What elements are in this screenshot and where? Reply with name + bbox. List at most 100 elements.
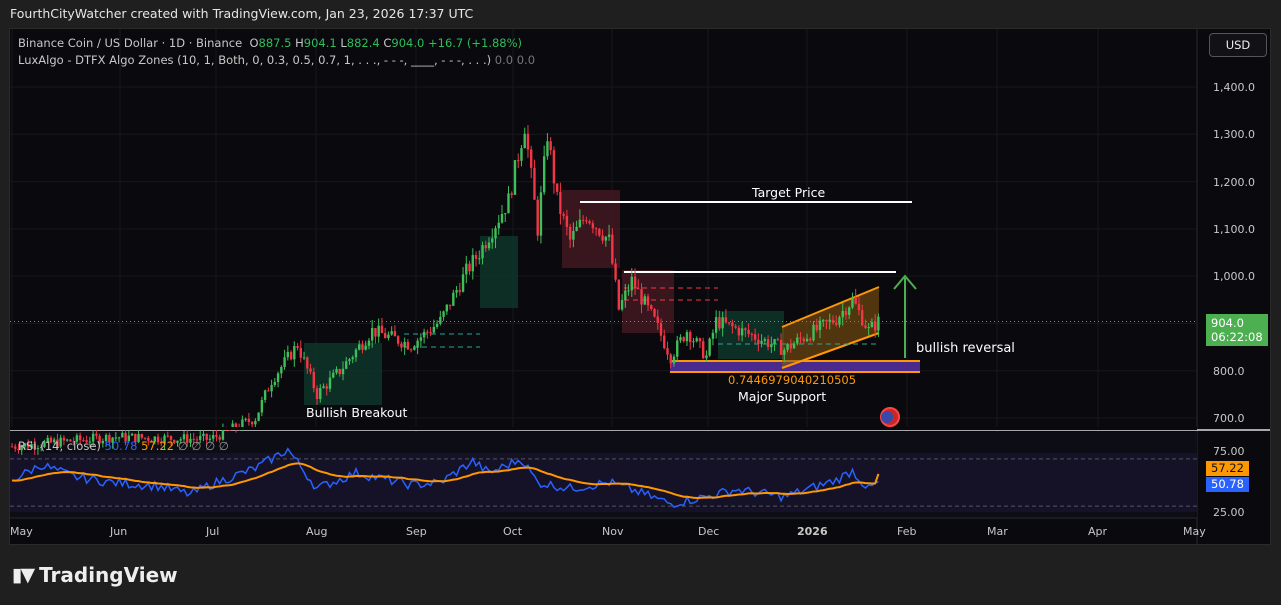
candle [335, 369, 338, 373]
candle [186, 434, 189, 443]
major-support-label: Major Support [738, 389, 827, 404]
rsi-ma-badge: 57.22 [1206, 461, 1249, 476]
candle [494, 228, 497, 239]
candle [517, 160, 520, 162]
candle [598, 228, 601, 236]
open-value: 887.5 [258, 36, 292, 50]
candle [72, 441, 75, 443]
candle [351, 357, 354, 360]
change-value: +16.7 (+1.88%) [428, 36, 523, 50]
candle [322, 386, 325, 388]
candle [231, 423, 234, 430]
candle [646, 296, 650, 306]
tradingview-logo[interactable]: ▮▼ TradingView [12, 563, 178, 587]
rsi-ma-line [11, 462, 880, 500]
candle [296, 346, 299, 348]
candle [387, 334, 390, 339]
candle [380, 325, 384, 334]
candle [432, 326, 436, 333]
candle [69, 439, 72, 442]
candle [254, 420, 257, 425]
candle [114, 437, 118, 439]
candle [776, 339, 780, 341]
candle [854, 297, 857, 304]
low-label: L [340, 36, 347, 50]
candle [786, 343, 789, 350]
channel-upper [781, 286, 880, 328]
rsi-tick: 25.00 [1213, 506, 1245, 519]
candle [611, 234, 614, 264]
time-tick: 2026 [797, 525, 828, 538]
candle [273, 381, 277, 386]
candle [692, 341, 695, 343]
rsi-ma-value: 57.22 [141, 439, 175, 453]
candle [134, 433, 137, 443]
candle [676, 340, 679, 357]
candle [835, 322, 838, 325]
candle [607, 234, 611, 237]
candle [526, 133, 530, 150]
candle [844, 310, 848, 315]
candle [708, 338, 711, 356]
candle [166, 435, 169, 437]
candle [169, 435, 173, 440]
candle [617, 279, 621, 310]
candle [179, 439, 182, 441]
candle [299, 347, 303, 358]
candle [695, 338, 698, 342]
time-tick: Jun [110, 525, 128, 538]
candle [588, 221, 591, 224]
channel-lower [781, 332, 880, 369]
indicator-value-1: 0.0 [494, 53, 514, 67]
candle [257, 412, 260, 421]
indicator-title[interactable]: LuxAlgo - DTFX Algo Zones (10, 1, Both, … [18, 53, 492, 67]
rsi-badge: 50.78 [1206, 477, 1249, 492]
candle [705, 355, 708, 359]
candle [848, 307, 851, 315]
time-tick: Nov [602, 525, 624, 538]
candle [458, 290, 462, 292]
up-arrow-head [893, 274, 917, 290]
indicator-value-2: 0.0 [516, 53, 536, 67]
candle [377, 325, 380, 337]
candle [815, 324, 818, 331]
candle [36, 448, 40, 450]
candle [701, 341, 705, 359]
candle [873, 321, 877, 331]
us-flag-event-icon-inner [881, 411, 893, 423]
candle [536, 199, 539, 236]
candle [520, 148, 523, 161]
algo-zone [718, 311, 784, 359]
candle [760, 340, 763, 344]
price-pane-clip [10, 427, 1197, 430]
support-zone [670, 361, 920, 372]
high-value: 904.1 [303, 36, 337, 50]
candle [10, 446, 14, 448]
candle [27, 443, 30, 448]
rsi-title[interactable]: RSI (14, close) [18, 439, 101, 453]
candle [711, 332, 715, 339]
candle [160, 442, 163, 444]
candle [744, 328, 747, 330]
candle [867, 327, 870, 329]
candle [663, 335, 666, 349]
candle [513, 160, 517, 195]
candle [205, 433, 208, 440]
bar-countdown: 06:22:08 [1211, 330, 1263, 344]
currency-button[interactable]: USD [1209, 33, 1267, 57]
candle [666, 348, 669, 355]
candle [140, 433, 143, 438]
candle [338, 369, 341, 375]
candle [289, 351, 293, 360]
candle [812, 324, 815, 341]
candle [740, 328, 744, 336]
candle [293, 346, 296, 360]
candle [56, 439, 59, 447]
candle [487, 242, 491, 249]
candle [82, 440, 85, 442]
candle [831, 319, 835, 323]
candle [325, 386, 328, 389]
candle [828, 319, 831, 322]
candle [439, 316, 442, 324]
